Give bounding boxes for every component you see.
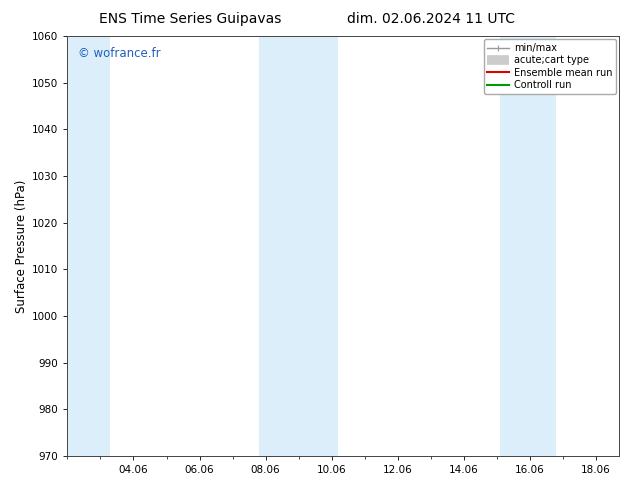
Bar xyxy=(500,36,556,456)
Bar xyxy=(259,36,339,456)
Bar xyxy=(67,36,110,456)
Text: ENS Time Series Guipavas: ENS Time Series Guipavas xyxy=(99,12,281,26)
Text: © wofrance.fr: © wofrance.fr xyxy=(79,47,161,60)
Legend: min/max, acute;cart type, Ensemble mean run, Controll run: min/max, acute;cart type, Ensemble mean … xyxy=(484,39,616,94)
Y-axis label: Surface Pressure (hPa): Surface Pressure (hPa) xyxy=(15,179,28,313)
Text: dim. 02.06.2024 11 UTC: dim. 02.06.2024 11 UTC xyxy=(347,12,515,26)
